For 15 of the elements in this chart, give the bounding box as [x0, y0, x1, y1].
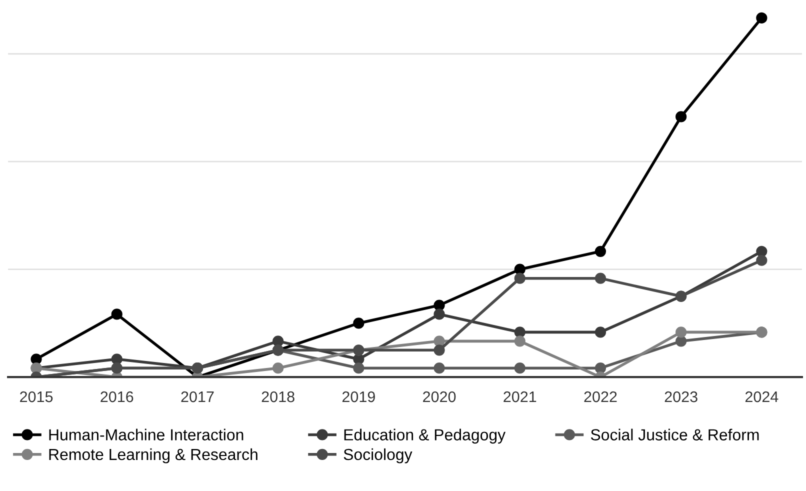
legend-label: Remote Learning & Research — [49, 448, 258, 464]
legend-label: Human-Machine Interaction — [49, 428, 244, 440]
x-tick-label: 2023 — [664, 391, 698, 402]
x-tick-label: 2017 — [181, 391, 214, 402]
legend-label: Sociology — [344, 448, 412, 464]
x-tick-label: 2018 — [262, 391, 294, 402]
x-tick-label: 2022 — [584, 391, 617, 402]
x-tick-label: 2016 — [100, 391, 134, 402]
x-tick-label: 2015 — [20, 391, 53, 402]
x-tick-label: 2020 — [423, 391, 456, 402]
x-tick-label: 2024 — [745, 391, 778, 402]
x-tick-label: 2021 — [504, 391, 536, 402]
legend-label: Education & Pedagogy — [344, 428, 506, 444]
x-tick-label: 2019 — [342, 391, 375, 402]
legend-label: Social Justice & Reform — [590, 428, 759, 440]
